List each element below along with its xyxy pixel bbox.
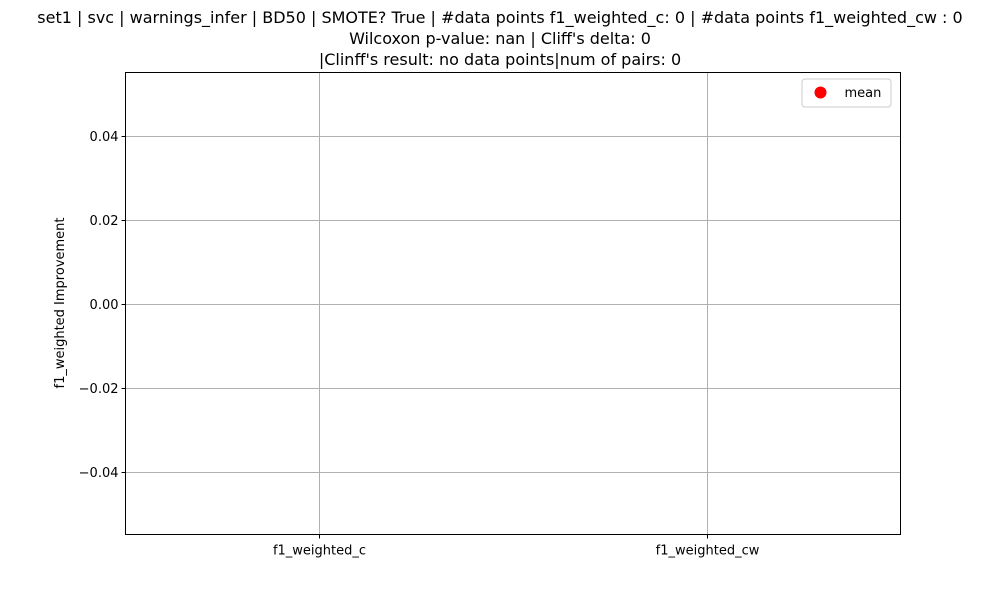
y-tick-label: 0.02 xyxy=(90,214,119,229)
x-axis-ticks: f1_weighted_c f1_weighted_cw xyxy=(273,534,760,559)
y-tick-label: −0.02 xyxy=(79,382,119,397)
y-axis-label: f1_weighted Improvement xyxy=(53,217,68,388)
y-tick-label: −0.04 xyxy=(79,466,119,481)
chart-title-line-2: Wilcoxon p-value: nan | Cliff's delta: 0 xyxy=(349,29,651,48)
chart-title-line-1: set1 | svc | warnings_infer | BD50 | SMO… xyxy=(37,8,963,27)
y-tick-label: 0.00 xyxy=(90,298,119,313)
legend-label: mean xyxy=(845,86,882,101)
chart-title: set1 | svc | warnings_infer | BD50 | SMO… xyxy=(0,7,1000,70)
legend-box xyxy=(801,78,892,108)
legend-mean-marker-icon xyxy=(814,86,827,99)
chart-title-line-3: |Clinff's result: no data points|num of … xyxy=(318,50,682,69)
axes-frame xyxy=(125,72,901,535)
y-axis-ticks: −0.04 −0.02 0.00 0.02 0.04 xyxy=(79,130,126,481)
legend: mean xyxy=(801,78,892,108)
x-tick-label: f1_weighted_cw xyxy=(656,544,760,559)
x-tick-label: f1_weighted_c xyxy=(273,544,366,559)
grid-lines xyxy=(125,72,901,535)
y-tick-label: 0.04 xyxy=(90,130,119,145)
